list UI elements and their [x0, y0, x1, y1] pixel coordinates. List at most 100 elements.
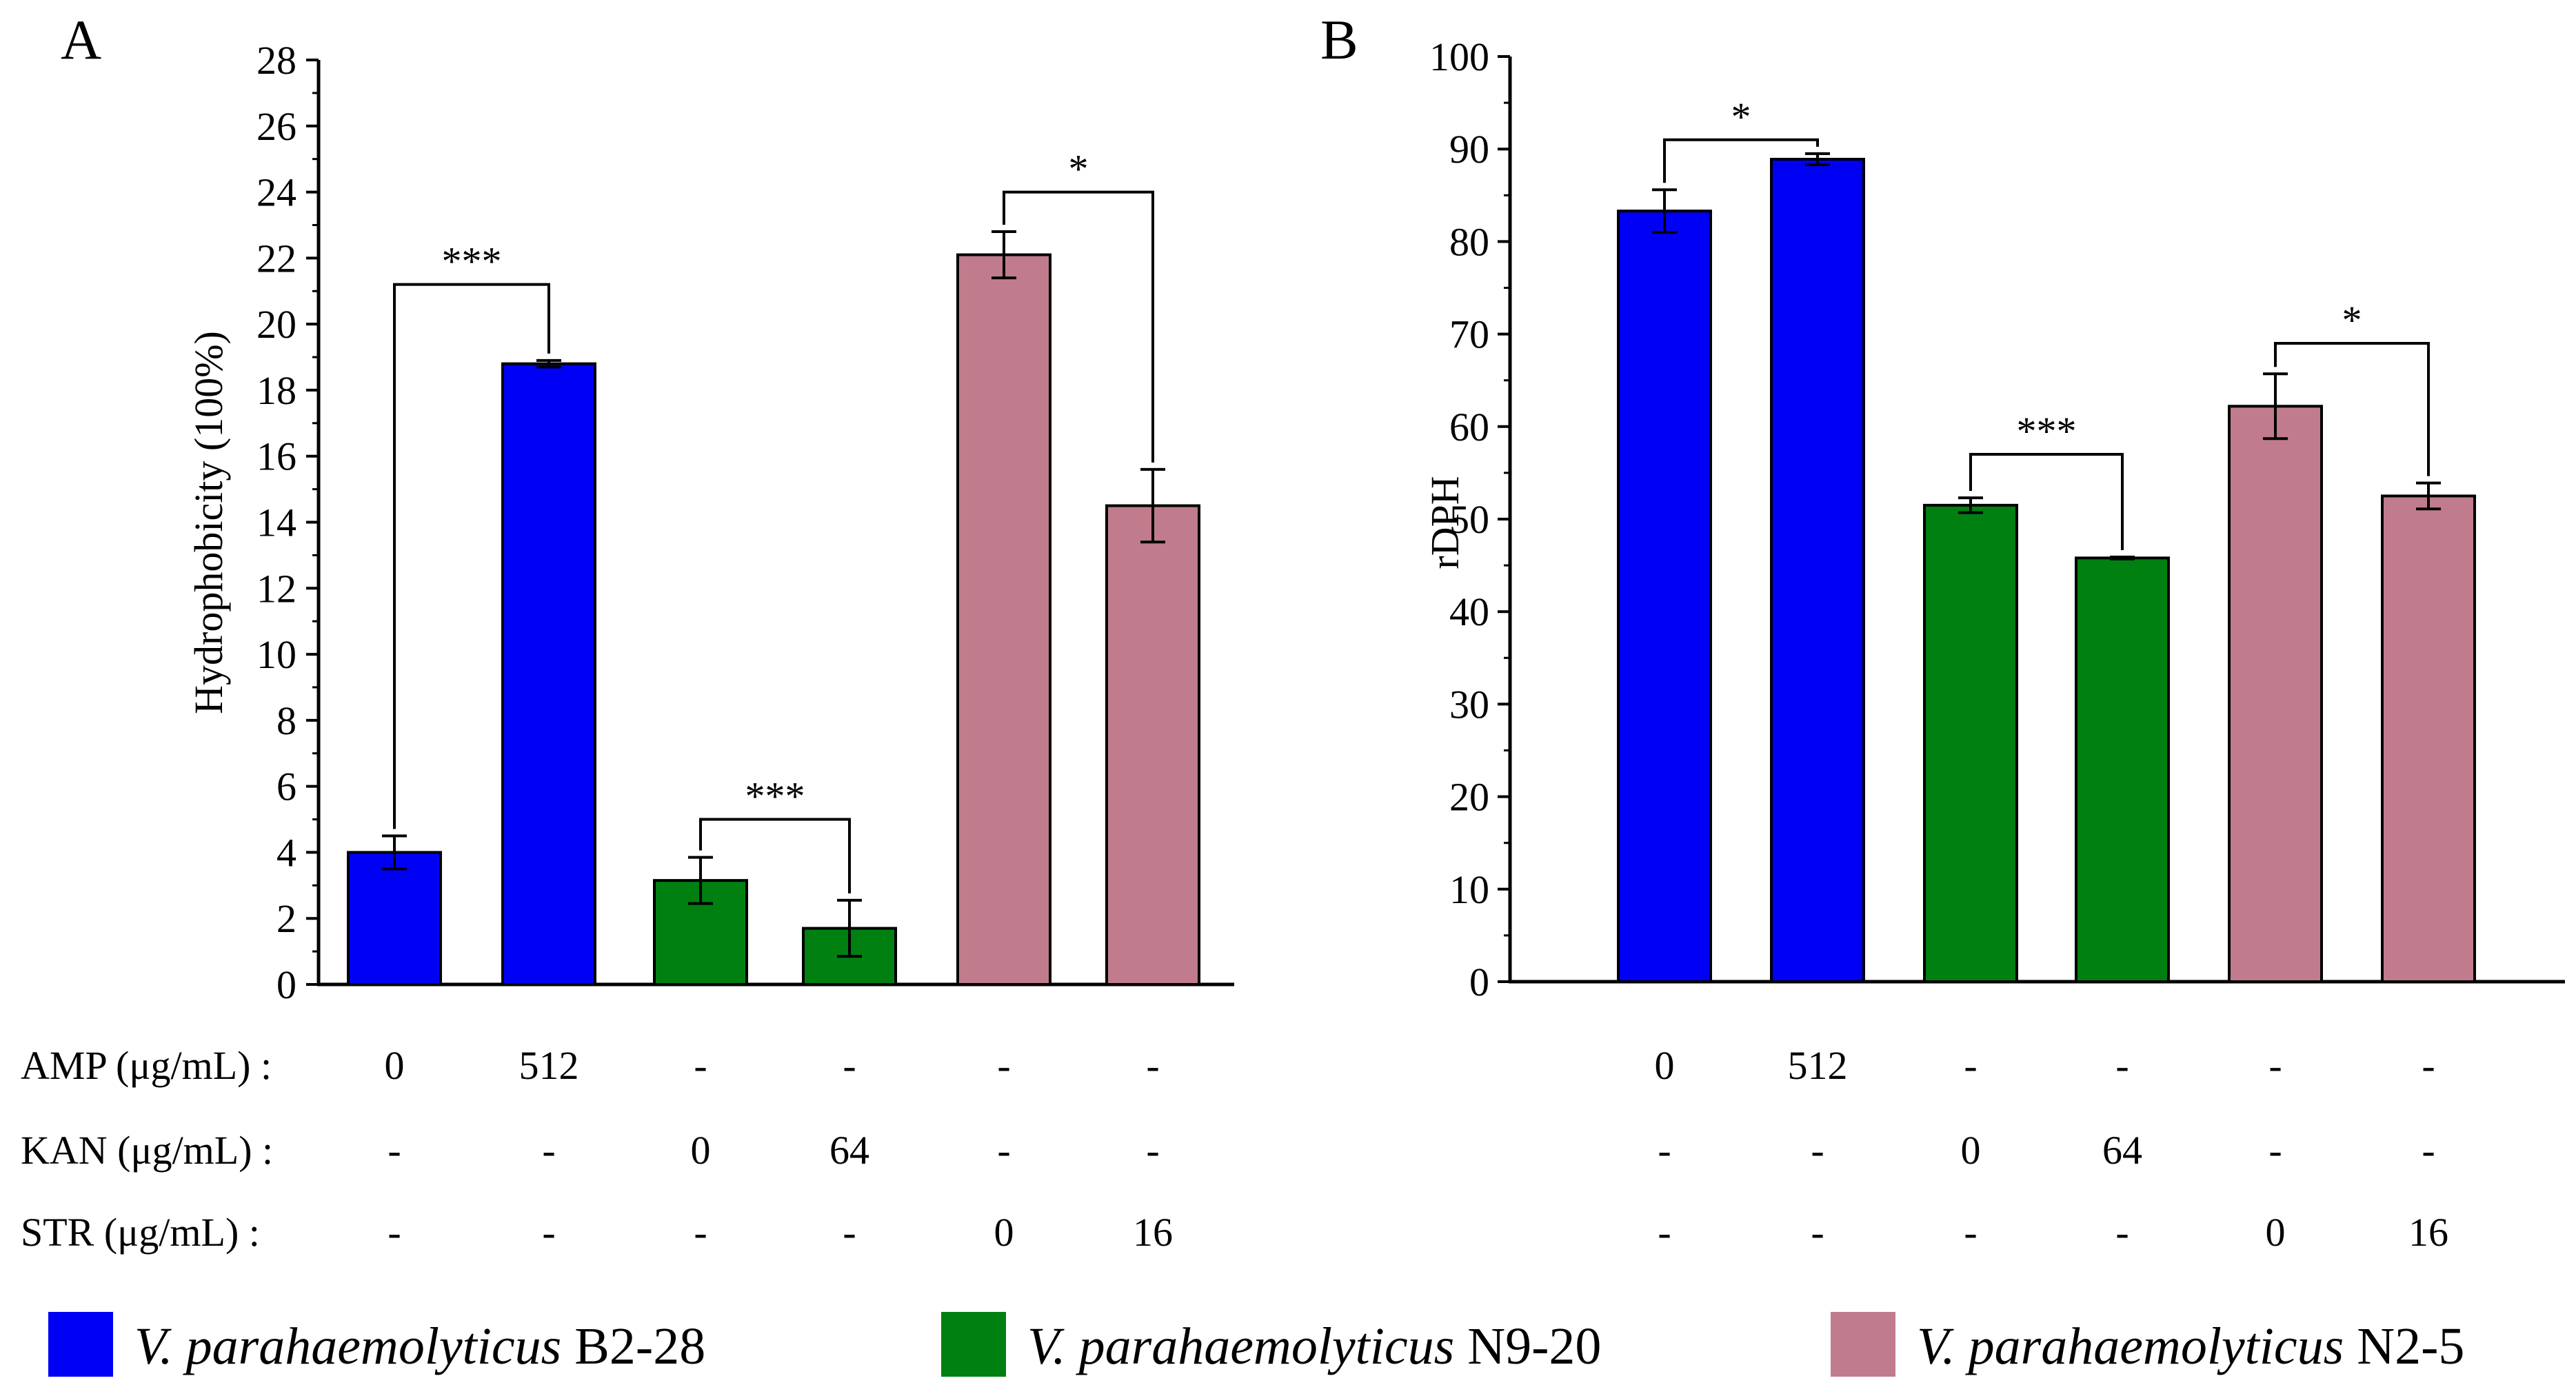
condition-label: STR (μg/mL) :	[21, 1210, 260, 1255]
condition-value: -	[388, 1128, 401, 1173]
condition-value: -	[1146, 1043, 1159, 1088]
y-tick-label: 10	[1449, 867, 1489, 912]
condition-value: 0	[1961, 1128, 1981, 1173]
condition-value: 16	[1133, 1210, 1173, 1255]
condition-value: -	[1658, 1128, 1671, 1173]
bar-n9-20-2	[1923, 503, 2018, 983]
significance-label: ***	[442, 239, 502, 284]
bar-n2-5-5	[2381, 494, 2476, 983]
condition-value: 0	[1655, 1043, 1675, 1088]
significance-bracket	[1663, 138, 1819, 183]
y-tick-label: 50	[1449, 497, 1489, 542]
error-bar	[1140, 467, 1165, 544]
y-tick-label: 80	[1449, 219, 1489, 264]
condition-value: -	[694, 1210, 707, 1255]
y-tick-label: 20	[1449, 775, 1489, 820]
legend: V. parahaemolyticus B2-28 V. parahaemolyt…	[48, 1312, 2464, 1377]
y-axis-label: Hydrophobicity (100%)	[186, 331, 231, 714]
y-tick-label: 22	[256, 236, 296, 281]
bar-b2-28-1	[1770, 157, 1865, 983]
y-tick-label: 2	[276, 896, 296, 941]
condition-value: -	[1811, 1210, 1824, 1255]
bar-b2-28-0	[347, 851, 442, 987]
condition-value: -	[2115, 1043, 2129, 1088]
y-axis-label: rDPH	[1422, 476, 1467, 569]
y-tick-label: 30	[1449, 682, 1489, 727]
error-bar	[1958, 496, 1983, 514]
bar-b2-28-0	[1617, 210, 1712, 983]
error-bar	[992, 230, 1016, 280]
condition-value: -	[542, 1128, 555, 1173]
condition-value: -	[1964, 1210, 1977, 1255]
significance-bracket	[2274, 342, 2430, 476]
bar-n9-20-3	[2075, 556, 2170, 983]
condition-value: 16	[2408, 1210, 2448, 1255]
condition-value: -	[2115, 1210, 2129, 1255]
significance-label: ***	[2017, 409, 2077, 454]
legend-label: V. parahaemolyticus N9-20	[1027, 1317, 1601, 1375]
significance-label: ***	[745, 774, 805, 819]
condition-value: 512	[1788, 1043, 1848, 1088]
condition-value: 512	[519, 1043, 579, 1088]
condition-value: 0	[994, 1210, 1014, 1255]
error-bar	[837, 898, 862, 958]
y-tick-label: 24	[256, 170, 296, 215]
error-bar	[382, 834, 407, 871]
condition-value: 0	[385, 1043, 405, 1088]
bar-n2-5-5	[1105, 504, 1200, 986]
condition-value: -	[1658, 1210, 1671, 1255]
significance-label: *	[1731, 94, 1751, 139]
condition-value: -	[542, 1210, 555, 1255]
error-bar	[1652, 188, 1677, 234]
condition-label: KAN (μg/mL) :	[21, 1128, 273, 1173]
y-tick-label: 26	[256, 104, 296, 149]
condition-label: AMP (μg/mL) :	[21, 1043, 272, 1088]
condition-value: -	[2268, 1043, 2282, 1088]
condition-value: 64	[829, 1128, 869, 1173]
error-bar	[2110, 556, 2135, 560]
y-tick-label: 60	[1449, 405, 1489, 449]
panel-a-chart: A0246810121416182022242628Hydrophobicity…	[61, 8, 1234, 1007]
y-tick-label: 16	[256, 434, 296, 479]
condition-value: -	[2422, 1128, 2435, 1173]
significance-label: *	[2342, 298, 2362, 343]
y-tick-label: 20	[256, 302, 296, 347]
y-tick-label: 10	[256, 632, 296, 677]
y-tick-label: 6	[276, 765, 296, 809]
condition-value: 0	[2266, 1210, 2286, 1255]
condition-value: 64	[2102, 1128, 2142, 1173]
significance-bracket	[393, 283, 550, 829]
condition-value: -	[388, 1210, 401, 1255]
condition-value: -	[1964, 1043, 1977, 1088]
condition-value: -	[1146, 1128, 1159, 1173]
condition-value: -	[2268, 1128, 2282, 1173]
significance-bracket	[699, 818, 851, 893]
y-tick-label: 90	[1449, 127, 1489, 172]
condition-value: -	[997, 1043, 1010, 1088]
error-bar	[1805, 152, 1830, 167]
y-tick-label: 28	[256, 38, 296, 83]
condition-value: -	[694, 1043, 707, 1088]
significance-label: *	[1069, 147, 1089, 192]
y-tick-label: 40	[1449, 589, 1489, 634]
condition-value: -	[843, 1210, 856, 1255]
condition-value: -	[843, 1043, 856, 1088]
legend-swatch-b2-28	[48, 1312, 113, 1377]
error-bar	[2263, 372, 2288, 441]
error-bar	[688, 856, 713, 905]
condition-value: -	[1811, 1128, 1824, 1173]
legend-swatch-n9-20	[941, 1312, 1006, 1377]
panel-letter-b: B	[1320, 8, 1358, 71]
y-tick-label: 4	[276, 830, 296, 875]
condition-value: 0	[691, 1128, 711, 1173]
error-bar	[2416, 481, 2441, 511]
y-tick-label: 12	[256, 566, 296, 611]
y-tick-label: 0	[276, 962, 296, 1007]
legend-label: V. parahaemolyticus B2-28	[134, 1317, 705, 1375]
y-tick-label: 100	[1429, 34, 1489, 79]
bar-n2-5-4	[2228, 405, 2323, 983]
error-bar	[536, 358, 561, 369]
significance-bracket	[1003, 190, 1154, 463]
